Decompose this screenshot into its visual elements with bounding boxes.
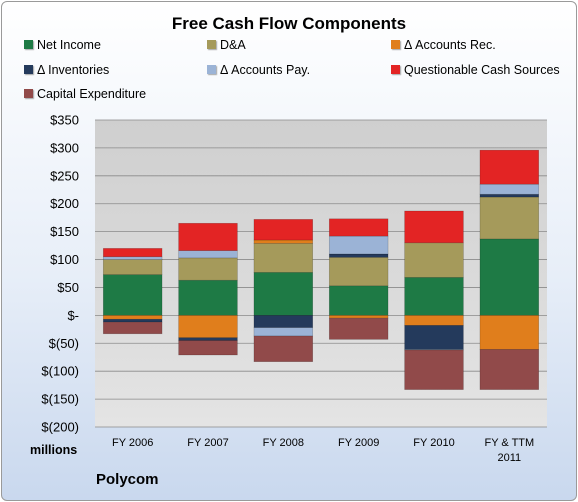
bar-segment bbox=[102, 321, 163, 335]
bar-segment bbox=[479, 349, 540, 390]
legend-swatch bbox=[391, 40, 400, 50]
legend-item-da: D&A bbox=[207, 38, 246, 52]
bar-segment bbox=[253, 219, 314, 241]
x-axis-ticks: FY 2006 FY 2007 FY 2008 FY 2009 FY 2010 FY & … bbox=[112, 437, 534, 464]
bar-segment bbox=[178, 222, 238, 251]
bar-segment bbox=[253, 272, 314, 316]
legend-label: Δ Accounts Rec. bbox=[404, 38, 496, 52]
company-name: Polycom bbox=[96, 471, 159, 488]
bar-segment bbox=[404, 277, 464, 316]
y-tick-label: $(100) bbox=[41, 364, 79, 379]
legend-item-questionable-cash: Questionable Cash Sources bbox=[391, 63, 560, 77]
y-tick-label: $50 bbox=[57, 280, 79, 295]
bar-segment bbox=[102, 248, 163, 258]
legend-label: Questionable Cash Sources bbox=[404, 63, 560, 77]
legend-item-accounts-pay: Δ Accounts Pay. bbox=[207, 63, 310, 77]
bar-segment bbox=[479, 238, 540, 316]
legend-swatch bbox=[391, 65, 400, 75]
y-tick-label: $200 bbox=[50, 196, 79, 211]
x-tick-label: FY 2010 bbox=[413, 437, 454, 449]
bar-segment bbox=[178, 315, 238, 338]
bar-segment bbox=[102, 256, 163, 260]
bar-segment bbox=[479, 196, 540, 240]
y-tick-label: $250 bbox=[50, 168, 79, 183]
bar-segment bbox=[253, 327, 314, 337]
bar-segment bbox=[102, 259, 163, 275]
bar-segment bbox=[404, 315, 464, 326]
legend-label: Capital Expenditure bbox=[37, 87, 147, 101]
x-tick-label: FY 2006 bbox=[112, 437, 153, 449]
bar-segment bbox=[253, 243, 314, 273]
x-tick-label: FY & TTM bbox=[484, 437, 534, 449]
legend-label: Δ Accounts Pay. bbox=[220, 63, 311, 77]
bar-segment bbox=[102, 315, 163, 320]
bar-segment bbox=[328, 235, 389, 255]
legend-swatch bbox=[24, 40, 33, 50]
y-tick-label: $(150) bbox=[41, 392, 79, 407]
gridlines bbox=[95, 119, 547, 428]
y-tick-label: $100 bbox=[50, 252, 79, 267]
bar-segment bbox=[328, 285, 389, 316]
bar-segment bbox=[479, 183, 540, 195]
y-tick-label: $- bbox=[67, 308, 79, 323]
y-tick-label: $(200) bbox=[41, 420, 79, 435]
bar-segment bbox=[253, 315, 314, 328]
legend-swatch bbox=[24, 65, 33, 75]
bar-segment bbox=[178, 279, 238, 316]
bar-segment bbox=[178, 250, 238, 259]
bar-segment bbox=[328, 253, 389, 258]
bar-segment bbox=[102, 274, 163, 316]
bar-segment bbox=[253, 239, 314, 244]
bar-segment bbox=[479, 315, 540, 350]
bar-segment bbox=[404, 242, 464, 278]
x-tick-label: FY 2007 bbox=[187, 437, 228, 449]
bar-segment bbox=[178, 257, 238, 281]
chart-title: Free Cash Flow Components bbox=[171, 14, 407, 33]
bar-segment bbox=[328, 317, 389, 340]
x-tick-label: 2011 bbox=[498, 452, 522, 464]
plot-area bbox=[95, 120, 547, 427]
legend-label: Net Income bbox=[37, 38, 101, 52]
bar-segment bbox=[404, 210, 464, 244]
bar-segment bbox=[178, 337, 238, 341]
x-tick-label: FY 2009 bbox=[338, 437, 379, 449]
bars bbox=[102, 149, 540, 390]
y-axis-ticks: $350 $300 $250 $200 $150 $100 $50 $- $(50) $(100)… bbox=[41, 113, 79, 435]
bar-segment bbox=[328, 257, 389, 287]
legend-label: D&A bbox=[220, 38, 246, 52]
y-tick-label: $300 bbox=[50, 140, 79, 155]
bar-segment bbox=[102, 318, 163, 323]
legend-swatch bbox=[207, 65, 216, 75]
bar-segment bbox=[479, 193, 540, 198]
legend-item-net-income: Net Income bbox=[24, 38, 101, 52]
y-tick-label: $350 bbox=[50, 113, 79, 128]
legend-swatch bbox=[24, 89, 33, 99]
y-tick-label: $(50) bbox=[49, 336, 79, 351]
bar-segment bbox=[328, 218, 389, 237]
y-axis-unit-label: millions bbox=[30, 443, 78, 457]
y-tick-label: $150 bbox=[50, 224, 79, 239]
bar-segment bbox=[404, 325, 464, 350]
bar-segment bbox=[328, 315, 389, 319]
legend-item-accounts-rec: Δ Accounts Rec. bbox=[391, 38, 496, 52]
bar-segment bbox=[178, 340, 238, 356]
legend-item-capex: Capital Expenditure bbox=[24, 87, 146, 101]
bar-segment bbox=[404, 349, 464, 390]
legend-swatch bbox=[207, 40, 216, 50]
legend-label: Δ Inventories bbox=[37, 63, 110, 77]
bar-segment bbox=[253, 335, 314, 362]
bar-segment bbox=[479, 149, 540, 185]
legend-item-inventories: Δ Inventories bbox=[24, 63, 109, 77]
x-tick-label: FY 2008 bbox=[263, 437, 304, 449]
